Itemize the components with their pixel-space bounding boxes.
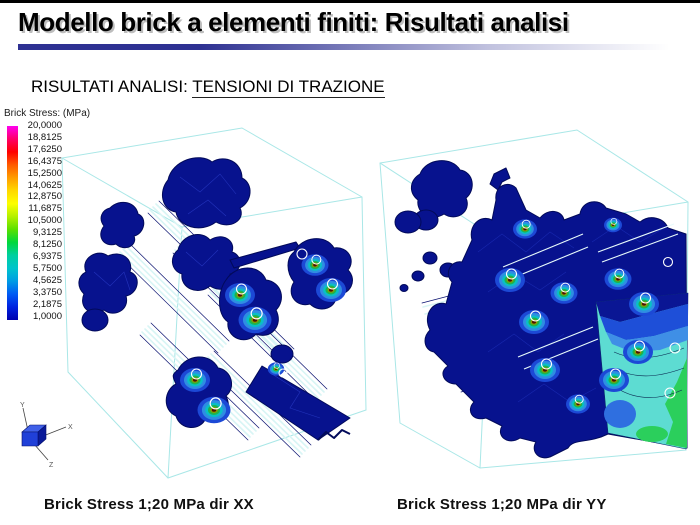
legend-value: 20,0000 xyxy=(27,120,62,131)
legend-value: 2,1875 xyxy=(32,298,62,310)
legend-value: 1,0000 xyxy=(32,310,62,322)
legend-color-strip xyxy=(7,126,18,320)
cut-face-contours-yy xyxy=(595,292,689,450)
stress-legend: Brick Stress: (MPa) 20,0000 18,8125 17,625… xyxy=(4,108,90,321)
stress-isosurfaces-xx xyxy=(78,157,353,441)
legend-value-list: 20,0000 18,8125 17,6250 16,4375 15,2500 14,06… xyxy=(22,121,62,321)
axis-label-x: X xyxy=(68,424,73,431)
axis-triad: Y X Z xyxy=(20,402,73,469)
title-divider xyxy=(18,44,670,50)
legend-value: 11,6875 xyxy=(28,203,62,215)
subtitle: RISULTATI ANALISI: TENSIONI DI TRAZIONE xyxy=(31,77,385,98)
legend-value: 8,1250 xyxy=(32,239,62,251)
subtitle-emphasis: TENSIONI DI TRAZIONE xyxy=(192,77,385,98)
legend-value: 17,6250 xyxy=(27,143,62,155)
axis-label-y: Y xyxy=(20,402,25,409)
legend-value: 12,8750 xyxy=(27,191,62,203)
legend-value: 6,9375 xyxy=(32,250,62,262)
rebar-section-circles-yy xyxy=(662,256,681,399)
subtitle-prefix: RISULTATI ANALISI: xyxy=(31,77,193,96)
legend-value: 18,8125 xyxy=(27,131,62,143)
caption-dir-yy: Brick Stress 1;20 MPa dir YY xyxy=(397,496,607,513)
legend-value: 4,5625 xyxy=(32,274,62,286)
slide-top-border xyxy=(0,0,700,3)
legend-value: 9,3125 xyxy=(32,227,62,239)
legend-value: 15,2500 xyxy=(27,167,62,179)
page-title: Modello brick a elementi finiti: Risulta… xyxy=(18,7,569,37)
legend-value: 3,3750 xyxy=(32,286,62,298)
axis-cube xyxy=(21,424,47,447)
legend-value: 5,7500 xyxy=(32,262,62,274)
fea-plot-xx xyxy=(61,127,367,479)
axis-label-z: Z xyxy=(49,462,54,469)
caption-dir-xx: Brick Stress 1;20 MPa dir XX xyxy=(44,496,254,513)
legend-value: 14,0625 xyxy=(27,179,62,191)
legend-value: 16,4375 xyxy=(27,155,62,167)
mesh-texture-xx xyxy=(93,173,321,419)
fea-plot-yy xyxy=(379,129,689,469)
legend-body: 20,0000 18,8125 17,6250 16,4375 15,2500 14,06… xyxy=(4,121,90,321)
rebar-section-circles-xx xyxy=(278,248,308,378)
legend-title: Brick Stress: (MPa) xyxy=(4,108,91,119)
mesh-texture-yy xyxy=(477,225,665,403)
legend-value: 10,5000 xyxy=(27,215,62,227)
